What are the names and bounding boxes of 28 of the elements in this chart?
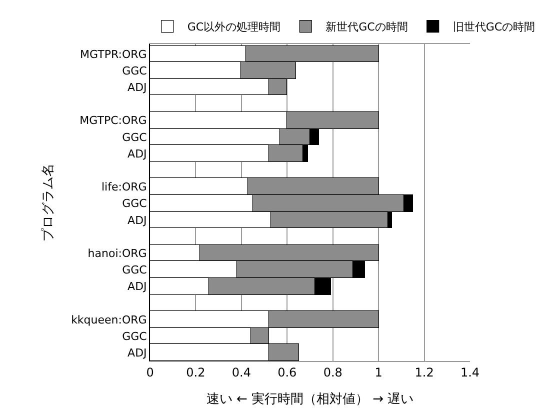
x-tick-label: 0.6 — [278, 365, 297, 380]
x-tick-label: 0.8 — [323, 365, 342, 380]
x-tick-label: 1.4 — [460, 365, 480, 380]
legend-label: 旧世代GCの時間 — [452, 20, 536, 34]
y-tick-label: GGC — [122, 197, 148, 210]
x-tick-label: 1.2 — [414, 365, 434, 380]
y-tick-label: GGC — [122, 130, 148, 144]
y-tick-label: ADJ — [128, 81, 147, 94]
y-tick-label: hanoi:ORG — [88, 246, 147, 260]
y-tick-label: ADJ — [128, 147, 147, 160]
y-tick-label: MGTPR:ORG — [80, 48, 147, 61]
y-tick-label: MGTPC:ORG — [80, 114, 147, 128]
legend-label: GC以外の処理時間 — [187, 20, 281, 34]
x-tick-label: 1 — [374, 365, 382, 380]
y-tick-label: kkqueen:ORG — [71, 313, 147, 326]
x-axis-title: 速い ← 実行時間（相対値） → 遅い — [206, 391, 414, 407]
x-tick-label: 0 — [146, 365, 154, 380]
x-tick-label: 0.4 — [232, 365, 251, 380]
y-axis-title: プログラム名 — [41, 164, 56, 242]
y-tick-label: GGC — [122, 64, 148, 78]
y-tick-label: ADJ — [128, 280, 147, 294]
y-tick-label: GGC — [122, 330, 148, 343]
y-tick-label: GGC — [122, 264, 148, 277]
y-tick-label: ADJ — [128, 346, 147, 360]
y-tick-label: ADJ — [128, 214, 147, 227]
legend-label: 新世代GCの時間 — [326, 20, 408, 34]
y-tick-label: life:ORG — [102, 180, 147, 194]
x-tick-label: 0.2 — [186, 365, 206, 380]
